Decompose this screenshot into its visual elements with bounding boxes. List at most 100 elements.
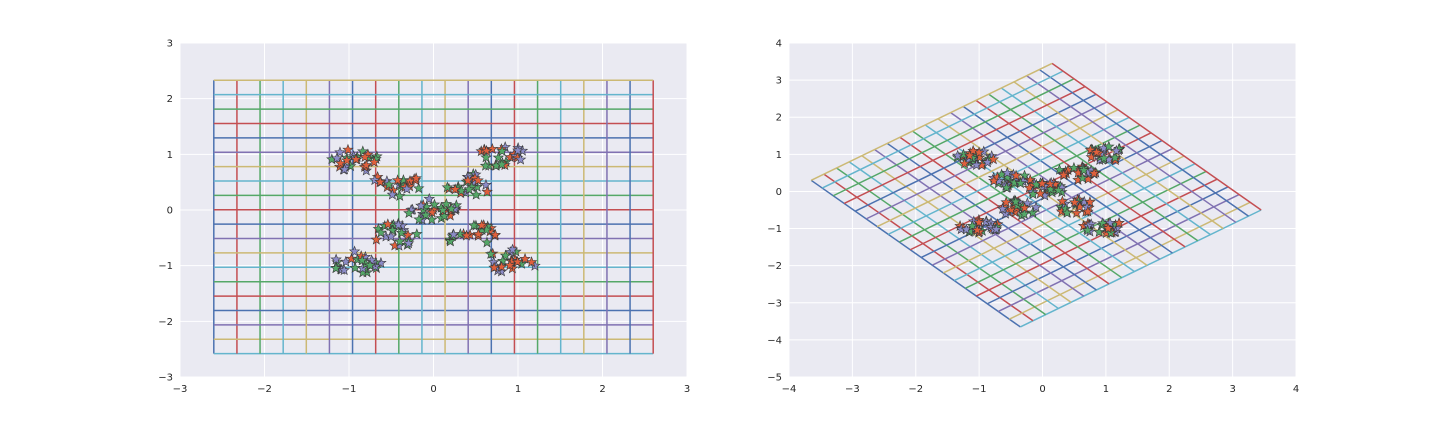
- y-tick-label: 1: [167, 150, 173, 161]
- data-point-star: [492, 151, 505, 163]
- data-point-star: [357, 266, 369, 278]
- data-point-star: [357, 145, 369, 157]
- data-point-star: [415, 199, 427, 211]
- data-point-star: [341, 154, 353, 166]
- x-tick-label: −3: [845, 384, 860, 395]
- scatter-points: [951, 140, 1126, 239]
- mesh-line: [1026, 75, 1237, 223]
- data-point-star: [472, 174, 484, 186]
- x-tick-label: −3: [173, 384, 188, 395]
- data-point-star: [394, 235, 406, 247]
- data-point-star: [403, 207, 415, 219]
- data-point-star: [480, 151, 492, 163]
- data-point-star: [470, 188, 482, 200]
- x-tick-label: 0: [1039, 384, 1045, 395]
- mesh-line: [931, 147, 1174, 266]
- data-point-star: [1001, 166, 1014, 178]
- x-tick-labels: −3 −2 −1 0 1 2 3: [173, 384, 691, 395]
- data-point-star: [428, 198, 441, 210]
- data-point-star: [369, 174, 381, 186]
- data-point-star: [360, 159, 373, 171]
- data-point-star: [1076, 172, 1089, 184]
- mesh-line: [953, 163, 1196, 282]
- data-point-star: [1103, 140, 1115, 152]
- data-point-star: [1014, 177, 1027, 189]
- data-point-star: [349, 261, 361, 273]
- data-point-star: [364, 259, 376, 271]
- data-point-star: [525, 256, 538, 268]
- data-point-star: [475, 219, 488, 231]
- data-point-star: [951, 149, 964, 161]
- mesh-line: [986, 186, 1229, 305]
- data-point-star: [449, 183, 461, 195]
- x-tick-label: 2: [599, 384, 605, 395]
- data-point-star: [1113, 216, 1125, 228]
- left-chart: −3 −2 −1 0 1 2 3 −3 −2 −1 0 1 2 3: [158, 39, 690, 396]
- data-point-star: [496, 158, 508, 170]
- mesh-line: [848, 161, 1059, 310]
- data-point-star: [519, 252, 531, 264]
- y-tick-label: 2: [167, 94, 173, 105]
- data-point-star: [386, 224, 399, 236]
- data-point-star: [1110, 144, 1123, 156]
- data-point-star: [460, 229, 473, 241]
- y-tick-label: −2: [767, 261, 782, 272]
- data-point-star: [481, 185, 493, 197]
- data-point-star: [365, 254, 378, 266]
- data-point-star: [1082, 205, 1094, 217]
- data-point-star: [988, 174, 1000, 186]
- data-point-star: [1010, 169, 1022, 181]
- data-point-star: [382, 218, 394, 230]
- y-tick-label: −3: [158, 373, 173, 384]
- data-point-star: [1093, 226, 1105, 237]
- x-tick-label: −2: [257, 384, 272, 395]
- data-point-star: [1008, 176, 1021, 188]
- x-tick-label: 0: [430, 384, 436, 395]
- x-tick-label: 1: [1103, 384, 1109, 395]
- y-tick-label: −3: [767, 298, 782, 309]
- data-point-star: [1098, 152, 1110, 164]
- data-point-star: [419, 209, 432, 221]
- data-point-star: [344, 160, 357, 172]
- data-point-star: [1081, 224, 1094, 236]
- data-point-star: [1027, 206, 1039, 218]
- mesh-line: [988, 93, 1199, 242]
- mesh-line: [1008, 201, 1251, 320]
- data-point-star: [342, 143, 354, 155]
- data-point-star: [1000, 181, 1013, 193]
- data-point-star: [440, 198, 453, 210]
- data-point-star: [445, 202, 458, 214]
- data-point-star: [330, 262, 342, 274]
- data-point-star: [338, 264, 350, 276]
- data-point-star: [375, 226, 387, 238]
- data-point-star: [1023, 181, 1036, 193]
- data-point-star: [385, 230, 397, 242]
- y-tick-label: 3: [167, 39, 173, 50]
- data-point-star: [488, 261, 500, 273]
- data-point-star: [472, 228, 485, 240]
- y-tick-label: −1: [767, 224, 782, 235]
- y-tick-label: −2: [158, 317, 173, 328]
- x-tick-label: 1: [515, 384, 521, 395]
- data-point-star: [1018, 202, 1031, 213]
- data-point-star: [413, 213, 425, 225]
- data-point-star: [334, 146, 346, 158]
- data-point-star: [386, 188, 399, 200]
- data-point-star: [514, 153, 527, 165]
- data-point-star: [383, 178, 395, 190]
- data-point-star: [391, 174, 404, 186]
- data-point-star: [1084, 144, 1097, 155]
- mesh-line: [810, 179, 1021, 328]
- mesh-line: [876, 109, 1119, 228]
- data-point-star: [412, 182, 425, 194]
- scatter-points: [326, 141, 541, 278]
- data-point-star: [423, 192, 436, 204]
- mesh-line: [1038, 68, 1249, 217]
- data-point-star: [441, 181, 454, 193]
- data-point-star: [402, 229, 414, 241]
- mesh: [810, 62, 1262, 328]
- mesh-line: [832, 78, 1075, 197]
- data-point-star: [973, 216, 985, 228]
